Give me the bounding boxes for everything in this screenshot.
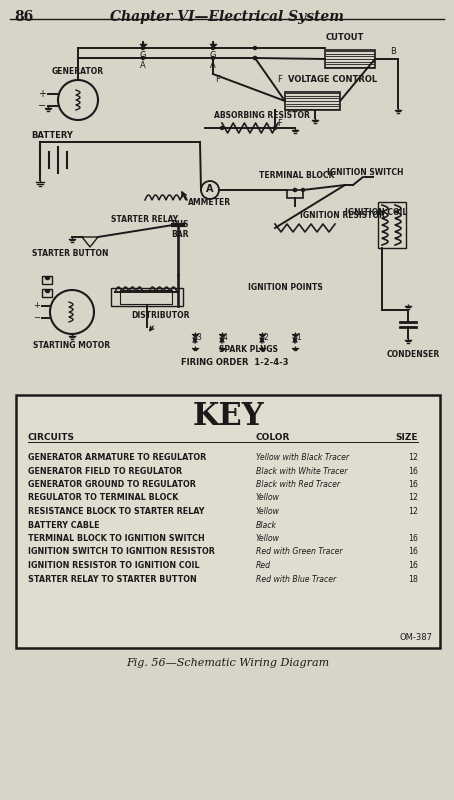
Text: B: B (390, 47, 396, 57)
Text: F: F (277, 119, 282, 129)
Text: F: F (215, 75, 220, 85)
Circle shape (301, 189, 305, 191)
Bar (111, 288, 183, 306)
Text: STARTING MOTOR: STARTING MOTOR (34, 341, 111, 350)
Text: CUTOUT: CUTOUT (326, 33, 364, 42)
Text: 86: 86 (14, 10, 33, 24)
Text: CONDENSER: CONDENSER (386, 350, 439, 359)
Circle shape (293, 189, 296, 191)
Text: F: F (277, 75, 282, 85)
Text: G: G (210, 51, 216, 60)
Text: A: A (140, 61, 146, 70)
Text: AMMETER: AMMETER (188, 198, 232, 207)
Text: IGNITION RESISTOR TO IGNITION COIL: IGNITION RESISTOR TO IGNITION COIL (28, 561, 200, 570)
Text: 12: 12 (408, 453, 418, 462)
Text: +: + (33, 302, 40, 310)
Text: GENERATOR GROUND TO REGULATOR: GENERATOR GROUND TO REGULATOR (28, 480, 196, 489)
Text: VOLTAGE CONTROL: VOLTAGE CONTROL (288, 75, 377, 84)
Circle shape (273, 126, 276, 130)
Text: Fig. 56—Schematic Wiring Diagram: Fig. 56—Schematic Wiring Diagram (126, 658, 330, 668)
Circle shape (212, 57, 214, 59)
Circle shape (142, 57, 144, 59)
Circle shape (253, 57, 257, 59)
Bar (287, 190, 303, 198)
Text: Yellow: Yellow (256, 534, 280, 543)
Bar (16, 395, 440, 648)
Bar (42, 289, 52, 297)
Text: DISTRIBUTOR: DISTRIBUTOR (131, 311, 189, 320)
Text: SIZE: SIZE (395, 433, 418, 442)
Text: RESISTANCE BLOCK TO STARTER RELAY: RESISTANCE BLOCK TO STARTER RELAY (28, 507, 204, 516)
Text: 1: 1 (296, 334, 301, 342)
Circle shape (212, 46, 214, 50)
Text: REGULATOR TO TERMINAL BLOCK: REGULATOR TO TERMINAL BLOCK (28, 494, 178, 502)
Text: CIRCUITS: CIRCUITS (28, 433, 75, 442)
Text: Yellow: Yellow (256, 494, 280, 502)
Text: Black with White Tracer: Black with White Tracer (256, 466, 347, 475)
Circle shape (253, 57, 257, 59)
Text: IGNITION RESISTOR: IGNITION RESISTOR (300, 211, 385, 220)
Text: GENERATOR ARMATURE TO REGULATOR: GENERATOR ARMATURE TO REGULATOR (28, 453, 206, 462)
Text: −: − (38, 101, 46, 111)
Text: BATTERY CABLE: BATTERY CABLE (28, 521, 99, 530)
Text: 2: 2 (263, 334, 268, 342)
Text: GENERATOR FIELD TO REGULATOR: GENERATOR FIELD TO REGULATOR (28, 466, 182, 475)
Text: Red with Blue Tracer: Red with Blue Tracer (256, 574, 336, 583)
Text: 18: 18 (408, 574, 418, 583)
Text: 12: 12 (408, 507, 418, 516)
Circle shape (253, 46, 257, 50)
Text: TERMINAL BLOCK TO IGNITION SWITCH: TERMINAL BLOCK TO IGNITION SWITCH (28, 534, 205, 543)
Text: OM-387: OM-387 (399, 633, 432, 642)
Text: STARTER RELAY TO STARTER BUTTON: STARTER RELAY TO STARTER BUTTON (28, 574, 197, 583)
Text: ABSORBING RESISTOR: ABSORBING RESISTOR (214, 111, 310, 120)
Text: Yellow: Yellow (256, 507, 280, 516)
Text: 12: 12 (408, 494, 418, 502)
Text: 16: 16 (408, 547, 418, 557)
Text: 16: 16 (408, 561, 418, 570)
Text: +: + (38, 89, 46, 99)
Text: Yellow with Black Tracer: Yellow with Black Tracer (256, 453, 349, 462)
Text: FIRING ORDER  1-2-4-3: FIRING ORDER 1-2-4-3 (181, 358, 289, 367)
Bar (378, 202, 406, 248)
Text: Black with Red Tracer: Black with Red Tracer (256, 480, 340, 489)
Text: 3: 3 (196, 334, 201, 342)
Text: KEY: KEY (192, 401, 264, 432)
Circle shape (142, 46, 144, 50)
Text: 16: 16 (408, 534, 418, 543)
Bar (285, 92, 340, 110)
Text: COLOR: COLOR (256, 433, 291, 442)
Text: STARTER RELAY: STARTER RELAY (111, 215, 178, 224)
Text: Red with Green Tracer: Red with Green Tracer (256, 547, 342, 557)
Text: Chapter VI—Electrical System: Chapter VI—Electrical System (110, 10, 344, 24)
Text: SPARK PLUGS: SPARK PLUGS (218, 345, 277, 354)
Bar (325, 50, 375, 68)
Text: IGNITION COIL: IGNITION COIL (345, 208, 407, 217)
Text: 16: 16 (408, 466, 418, 475)
Text: STARTER BUTTON: STARTER BUTTON (32, 249, 108, 258)
Text: Red: Red (256, 561, 271, 570)
Text: 16: 16 (408, 480, 418, 489)
Circle shape (221, 126, 223, 130)
Text: IGNITION SWITCH TO IGNITION RESISTOR: IGNITION SWITCH TO IGNITION RESISTOR (28, 547, 215, 557)
Text: IGNITION SWITCH: IGNITION SWITCH (327, 168, 403, 177)
Bar (120, 290, 172, 304)
Text: GENERATOR: GENERATOR (52, 67, 104, 76)
Text: BATTERY: BATTERY (31, 131, 73, 140)
Bar (42, 276, 52, 284)
Text: −: − (33, 314, 40, 322)
Text: A: A (210, 61, 216, 70)
Text: IGNITION POINTS: IGNITION POINTS (247, 283, 322, 292)
Text: G: G (140, 51, 146, 60)
Circle shape (293, 189, 296, 191)
Text: TERMINAL BLOCK: TERMINAL BLOCK (259, 171, 335, 180)
Text: BUS
BAR: BUS BAR (171, 219, 189, 239)
Text: A: A (206, 184, 214, 194)
Text: Black: Black (256, 521, 277, 530)
Text: 4: 4 (223, 334, 228, 342)
